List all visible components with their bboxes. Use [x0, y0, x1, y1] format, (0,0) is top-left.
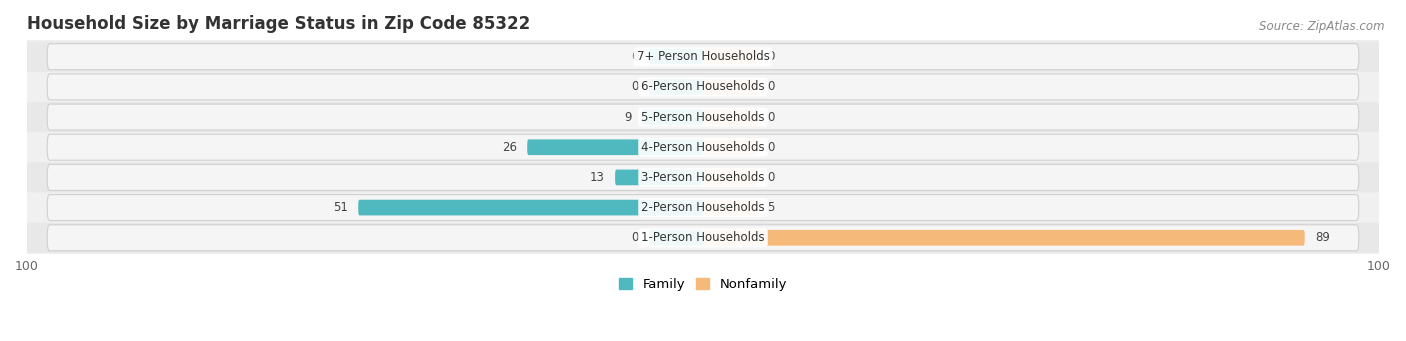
FancyBboxPatch shape	[27, 132, 1379, 162]
Text: 3-Person Households: 3-Person Households	[641, 171, 765, 184]
Text: Household Size by Marriage Status in Zip Code 85322: Household Size by Marriage Status in Zip…	[27, 15, 530, 33]
Text: 6-Person Households: 6-Person Households	[641, 80, 765, 93]
FancyBboxPatch shape	[27, 42, 1379, 72]
FancyBboxPatch shape	[27, 193, 1379, 223]
FancyBboxPatch shape	[27, 72, 1379, 102]
Text: 5: 5	[768, 201, 775, 214]
Text: 13: 13	[591, 171, 605, 184]
FancyBboxPatch shape	[27, 162, 1379, 193]
Text: 51: 51	[333, 201, 349, 214]
FancyBboxPatch shape	[703, 139, 756, 155]
Text: 0: 0	[631, 80, 638, 93]
FancyBboxPatch shape	[703, 230, 1305, 246]
Legend: Family, Nonfamily: Family, Nonfamily	[614, 274, 792, 295]
FancyBboxPatch shape	[703, 109, 756, 125]
FancyBboxPatch shape	[650, 230, 703, 246]
FancyBboxPatch shape	[703, 49, 756, 64]
FancyBboxPatch shape	[703, 200, 756, 216]
Text: 26: 26	[502, 141, 517, 154]
Text: 0: 0	[768, 80, 775, 93]
FancyBboxPatch shape	[48, 44, 1358, 70]
FancyBboxPatch shape	[48, 164, 1358, 190]
Text: 0: 0	[768, 141, 775, 154]
FancyBboxPatch shape	[703, 79, 756, 95]
Text: 4-Person Households: 4-Person Households	[641, 141, 765, 154]
FancyBboxPatch shape	[27, 223, 1379, 253]
FancyBboxPatch shape	[650, 79, 703, 95]
Text: 89: 89	[1315, 231, 1330, 244]
Text: 6: 6	[631, 50, 638, 63]
FancyBboxPatch shape	[703, 169, 756, 185]
FancyBboxPatch shape	[48, 134, 1358, 160]
Text: 2-Person Households: 2-Person Households	[641, 201, 765, 214]
FancyBboxPatch shape	[48, 104, 1358, 130]
FancyBboxPatch shape	[643, 109, 703, 125]
FancyBboxPatch shape	[650, 49, 703, 64]
FancyBboxPatch shape	[48, 195, 1358, 221]
Text: 1-Person Households: 1-Person Households	[641, 231, 765, 244]
FancyBboxPatch shape	[48, 225, 1358, 251]
Text: 0: 0	[768, 110, 775, 123]
Text: 0: 0	[768, 171, 775, 184]
Text: 5-Person Households: 5-Person Households	[641, 110, 765, 123]
FancyBboxPatch shape	[359, 200, 703, 216]
Text: 0: 0	[631, 231, 638, 244]
FancyBboxPatch shape	[527, 139, 703, 155]
FancyBboxPatch shape	[27, 102, 1379, 132]
FancyBboxPatch shape	[614, 169, 703, 185]
Text: 7+ Person Households: 7+ Person Households	[637, 50, 769, 63]
Text: 9: 9	[624, 110, 633, 123]
Text: Source: ZipAtlas.com: Source: ZipAtlas.com	[1260, 20, 1385, 33]
Text: 0: 0	[768, 50, 775, 63]
FancyBboxPatch shape	[48, 74, 1358, 100]
